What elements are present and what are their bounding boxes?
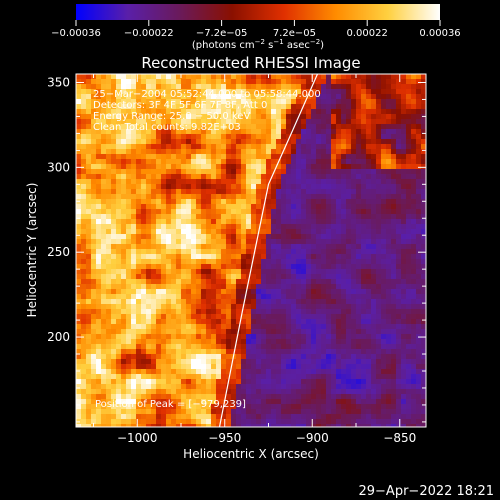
colorbar-unit-label: (photons cm−2 s−1 asec−2): [192, 38, 324, 51]
colorbar-tick-label: 0.00022: [347, 28, 388, 39]
heatmap-image: [76, 74, 426, 427]
x-tick-label: −1000: [117, 431, 158, 445]
plot-frame: [75, 73, 427, 428]
y-tick-label: 300: [47, 160, 70, 174]
y-tick-label: 200: [47, 330, 70, 344]
y-axis-ticks: 200 250 300 350: [47, 75, 426, 423]
colorbar-tick-label: −0.00036: [51, 28, 101, 39]
solar-limb-line: [218, 74, 319, 427]
x-tick-label: −900: [296, 431, 329, 445]
x-axis-label: Heliocentric X (arcsec): [183, 447, 319, 461]
x-tick-label: −850: [383, 431, 416, 445]
y-axis-label: Heliocentric Y (arcsec): [25, 183, 39, 318]
peak-position-label: Position of Peak = [−979,239]: [95, 399, 246, 410]
annotation-clean-counts: Clean Total counts: 9.82E+03: [93, 122, 241, 133]
colorbar-tick-label: −0.00022: [124, 28, 174, 39]
y-tick-label: 350: [47, 75, 70, 89]
x-axis-ticks: −1000 −950 −900 −850: [93, 74, 416, 445]
annotation-time-range: 25−Mar−2004 05:52:44.000 to 05:58:44.000: [93, 89, 321, 100]
colorbar-tick-label: −7.2e−05: [196, 28, 248, 39]
footer-date: 29−Apr−2022 18:21: [359, 484, 495, 499]
annotation-detectors: Detectors: 3F 4F 5F 6F 7F 8F, Att 0: [93, 100, 267, 111]
colorbar: [76, 4, 440, 20]
annotation-energy-range: Energy Range: 25.0 − 50.0 keV: [93, 111, 250, 122]
colorbar-tick-label: 0.00036: [419, 28, 460, 39]
y-tick-label: 250: [47, 245, 70, 259]
colorbar-ticks: −0.00036 −0.00022 −7.2e−05 7.2e−05 0.00022 0.…: [51, 20, 461, 39]
colorbar-tick-label: 7.2e−05: [273, 28, 316, 39]
observation-info: 25−Mar−2004 05:52:44.000 to 05:58:44.000…: [93, 89, 321, 133]
x-tick-label: −950: [208, 431, 241, 445]
chart-title: Reconstructed RHESSI Image: [141, 54, 360, 72]
